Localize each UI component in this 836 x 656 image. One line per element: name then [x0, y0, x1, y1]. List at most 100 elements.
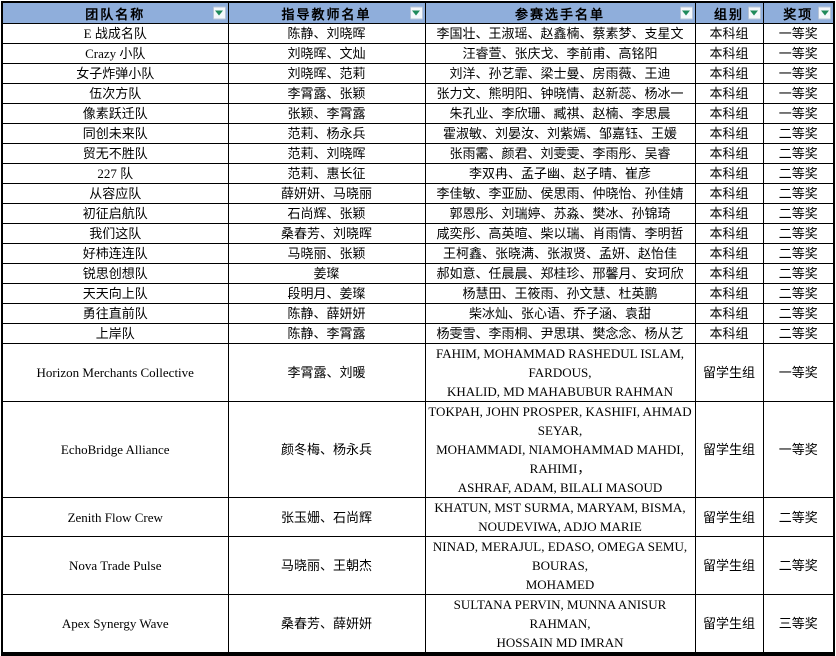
cell-instructors[interactable]: 马晓丽、王朝杰 [227, 536, 426, 595]
cell-participants[interactable]: 王柯鑫、张晓满、张淑贤、孟妍、赵怡佳 [424, 243, 696, 264]
cell-participants[interactable]: 张力文、熊明阳、钟晓情、赵新蕊、杨冰一 [424, 83, 696, 104]
cell-participants[interactable]: 朱孔业、李欣珊、臧祺、赵楠、李思晨 [424, 103, 696, 124]
cell-participants[interactable]: 柴冰灿、张心语、乔子涵、袁甜 [424, 303, 696, 324]
cell-team-name[interactable]: EchoBridge Alliance [1, 401, 229, 498]
cell-team-name[interactable]: Zenith Flow Crew [1, 497, 229, 537]
cell-instructors[interactable]: 范莉、刘晓晖 [227, 143, 426, 164]
cell-instructors[interactable]: 范莉、杨永兵 [227, 123, 426, 144]
cell-instructors[interactable]: 颜冬梅、杨永兵 [227, 401, 426, 498]
cell-team-name[interactable]: 我们这队 [1, 223, 229, 244]
cell-team-name[interactable]: 天天向上队 [1, 283, 229, 304]
filter-dropdown-icon[interactable] [679, 6, 693, 20]
cell-group[interactable]: 留学生组 [694, 401, 764, 498]
cell-instructors[interactable]: 陈静、薛妍妍 [227, 303, 426, 324]
filter-dropdown-icon[interactable] [212, 6, 226, 20]
cell-team-name[interactable]: 像素跃迁队 [1, 103, 229, 124]
cell-award[interactable]: 二等奖 [762, 223, 835, 244]
cell-group[interactable]: 本科组 [694, 123, 764, 144]
cell-participants[interactable]: SULTANA PERVIN, MUNNA ANISUR RAHMAN, HOS… [424, 594, 696, 655]
cell-participants[interactable]: NINAD, MERAJUL, EDASO, OMEGA SEMU, BOURA… [424, 536, 696, 595]
cell-team-name[interactable]: Nova Trade Pulse [1, 536, 229, 595]
cell-award[interactable]: 二等奖 [762, 283, 835, 304]
cell-participants[interactable]: 霍淑敏、刘晏汝、刘紫嫣、邹嘉钰、王媛 [424, 123, 696, 144]
cell-instructors[interactable]: 张颖、李霄露 [227, 103, 426, 124]
cell-participants[interactable]: 李国壮、王淑瑶、赵鑫楠、蔡素梦、支星文 [424, 23, 696, 44]
cell-team-name[interactable]: 伍次方队 [1, 83, 229, 104]
cell-group[interactable]: 留学生组 [694, 594, 764, 655]
cell-award[interactable]: 一等奖 [762, 63, 835, 84]
cell-instructors[interactable]: 桑春芳、刘晓晖 [227, 223, 426, 244]
cell-participants[interactable]: 张雨霱、颜君、刘雯雯、李雨彤、吴睿 [424, 143, 696, 164]
filter-dropdown-icon[interactable] [409, 6, 423, 20]
cell-participants[interactable]: 汪睿萱、张庆戈、李前甫、高铭阳 [424, 43, 696, 64]
cell-participants[interactable]: 李佳敏、李亚励、侯思雨、仲晓怡、孙佳婧 [424, 183, 696, 204]
cell-award[interactable]: 二等奖 [762, 183, 835, 204]
cell-participants[interactable]: 咸奕彤、高英暄、柴以瑞、肖雨情、李明哲 [424, 223, 696, 244]
cell-group[interactable]: 留学生组 [694, 536, 764, 595]
cell-instructors[interactable]: 刘晓晖、文灿 [227, 43, 426, 64]
cell-team-name[interactable]: 从容应队 [1, 183, 229, 204]
cell-participants[interactable]: 李双冉、孟子幽、赵子晴、崔彦 [424, 163, 696, 184]
cell-award[interactable]: 一等奖 [762, 103, 835, 124]
cell-group[interactable]: 本科组 [694, 43, 764, 64]
cell-participants[interactable]: 郝如意、任晨晨、郑桂珍、邢馨月、安珂欣 [424, 263, 696, 284]
cell-group[interactable]: 本科组 [694, 23, 764, 44]
cell-instructors[interactable]: 范莉、惠长征 [227, 163, 426, 184]
cell-group[interactable]: 本科组 [694, 103, 764, 124]
cell-award[interactable]: 二等奖 [762, 323, 835, 344]
cell-instructors[interactable]: 李霄露、刘暖 [227, 343, 426, 402]
cell-group[interactable]: 本科组 [694, 143, 764, 164]
cell-instructors[interactable]: 李霄露、张颖 [227, 83, 426, 104]
cell-participants[interactable]: 郭恩彤、刘瑞婷、苏淼、樊冰、孙锦琦 [424, 203, 696, 224]
cell-group[interactable]: 本科组 [694, 223, 764, 244]
cell-team-name[interactable]: 上岸队 [1, 323, 229, 344]
cell-award[interactable]: 一等奖 [762, 401, 835, 498]
cell-group[interactable]: 本科组 [694, 163, 764, 184]
cell-award[interactable]: 二等奖 [762, 243, 835, 264]
cell-team-name[interactable]: 同创未来队 [1, 123, 229, 144]
cell-instructors[interactable]: 刘晓晖、范莉 [227, 63, 426, 84]
cell-award[interactable]: 一等奖 [762, 23, 835, 44]
cell-award[interactable]: 二等奖 [762, 123, 835, 144]
cell-team-name[interactable]: Horizon Merchants Collective [1, 343, 229, 402]
cell-instructors[interactable]: 陈静、刘晓晖 [227, 23, 426, 44]
cell-participants[interactable]: 杨雯雪、李雨桐、尹思琪、樊念念、杨从艺 [424, 323, 696, 344]
cell-team-name[interactable]: 贸无不胜队 [1, 143, 229, 164]
cell-instructors[interactable]: 薛妍妍、马晓丽 [227, 183, 426, 204]
filter-dropdown-icon[interactable] [747, 6, 761, 20]
cell-team-name[interactable]: 227 队 [1, 163, 229, 184]
cell-award[interactable]: 二等奖 [762, 263, 835, 284]
cell-instructors[interactable]: 段明月、姜璨 [227, 283, 426, 304]
cell-instructors[interactable]: 桑春芳、薛妍妍 [227, 594, 426, 655]
cell-team-name[interactable]: 初征启航队 [1, 203, 229, 224]
cell-instructors[interactable]: 张玉姗、石尚辉 [227, 497, 426, 537]
cell-group[interactable]: 本科组 [694, 263, 764, 284]
cell-team-name[interactable]: 锐思创想队 [1, 263, 229, 284]
cell-instructors[interactable]: 石尚辉、张颖 [227, 203, 426, 224]
cell-instructors[interactable]: 陈静、李霄露 [227, 323, 426, 344]
cell-group[interactable]: 本科组 [694, 283, 764, 304]
cell-award[interactable]: 二等奖 [762, 497, 835, 537]
cell-award[interactable]: 二等奖 [762, 163, 835, 184]
cell-team-name[interactable]: 勇往直前队 [1, 303, 229, 324]
cell-participants[interactable]: KHATUN, MST SURMA, MARYAM, BISMA, NOUDEV… [424, 497, 696, 537]
cell-team-name[interactable]: Crazy 小队 [1, 43, 229, 64]
cell-award[interactable]: 一等奖 [762, 43, 835, 64]
cell-participants[interactable]: TOKPAH, JOHN PROSPER, KASHIFI, AHMAD SEY… [424, 401, 696, 498]
cell-award[interactable]: 一等奖 [762, 343, 835, 402]
cell-group[interactable]: 本科组 [694, 183, 764, 204]
cell-participants[interactable]: 刘洋、孙艺霏、梁士曼、房雨薇、王迪 [424, 63, 696, 84]
cell-team-name[interactable]: 好柿连连队 [1, 243, 229, 264]
cell-group[interactable]: 留学生组 [694, 497, 764, 537]
cell-group[interactable]: 本科组 [694, 323, 764, 344]
filter-dropdown-icon[interactable] [818, 6, 831, 20]
cell-group[interactable]: 本科组 [694, 83, 764, 104]
cell-team-name[interactable]: Apex Synergy Wave [1, 594, 229, 655]
cell-instructors[interactable]: 马晓丽、张颖 [227, 243, 426, 264]
cell-award[interactable]: 三等奖 [762, 594, 835, 655]
cell-group[interactable]: 本科组 [694, 63, 764, 84]
cell-award[interactable]: 一等奖 [762, 83, 835, 104]
cell-team-name[interactable]: 女子炸弹小队 [1, 63, 229, 84]
cell-award[interactable]: 二等奖 [762, 536, 835, 595]
cell-award[interactable]: 二等奖 [762, 143, 835, 164]
